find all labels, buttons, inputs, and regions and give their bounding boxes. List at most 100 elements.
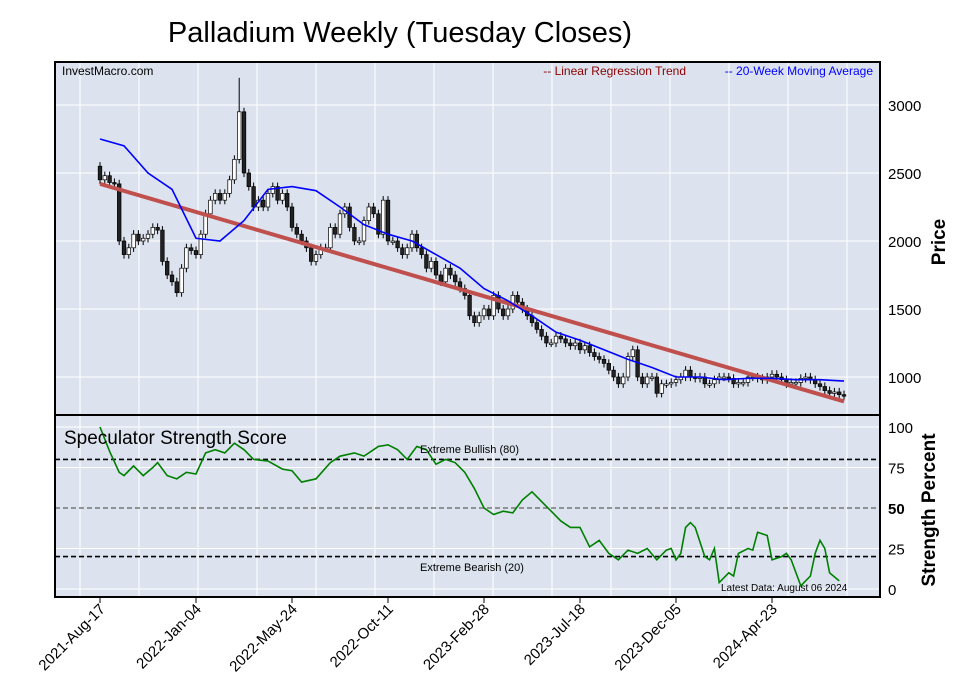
candle-down bbox=[453, 274, 458, 283]
price-panel-bg bbox=[55, 62, 880, 415]
candle-down bbox=[241, 111, 247, 174]
candle-up bbox=[649, 376, 655, 379]
candle-up bbox=[745, 376, 751, 383]
candle-down bbox=[333, 227, 338, 235]
candle-up bbox=[179, 267, 184, 294]
candle-down bbox=[822, 386, 827, 391]
candle-down bbox=[294, 227, 299, 235]
candle-up bbox=[126, 247, 131, 255]
candle-up bbox=[145, 233, 151, 239]
x-tick-label: 2022-Oct-11 bbox=[327, 601, 397, 671]
strength-panel-frame bbox=[54, 414, 881, 598]
candle-down bbox=[568, 342, 573, 347]
candle-up bbox=[664, 383, 669, 386]
candle-down bbox=[189, 247, 194, 251]
candle-down bbox=[121, 240, 127, 255]
candle-up bbox=[337, 213, 343, 235]
candle-up bbox=[357, 240, 362, 243]
candle-down bbox=[385, 199, 391, 242]
candle-down bbox=[275, 186, 280, 201]
candle-up bbox=[721, 376, 727, 379]
candle-down bbox=[611, 369, 616, 378]
candle-up bbox=[573, 342, 578, 347]
candle-down bbox=[472, 315, 477, 323]
source-label: InvestMacro.com bbox=[62, 64, 153, 78]
candle-down bbox=[376, 213, 381, 235]
price-tick-label: 1500 bbox=[888, 302, 921, 319]
candle-down bbox=[261, 199, 266, 208]
candle-up bbox=[150, 227, 155, 235]
candle-down bbox=[501, 308, 506, 317]
candle-down bbox=[251, 186, 256, 208]
x-tick-label: 2022-May-24 bbox=[226, 601, 301, 676]
candle-up bbox=[621, 376, 626, 385]
candle-down bbox=[165, 261, 170, 276]
candle-down bbox=[160, 229, 165, 262]
latest-data-label: Latest Data: August 06 2024 bbox=[721, 583, 848, 594]
candle-up bbox=[184, 247, 189, 269]
candle-down bbox=[539, 329, 544, 337]
candle-up bbox=[741, 382, 746, 385]
candle-up bbox=[789, 382, 794, 385]
candle-down bbox=[640, 376, 645, 385]
bullish-label: Extreme Bullish (80) bbox=[420, 444, 519, 456]
strength-tick-label: 75 bbox=[888, 461, 905, 478]
candle-down bbox=[654, 376, 659, 394]
candle-up bbox=[683, 369, 688, 378]
strength-tick-label: 0 bbox=[888, 582, 896, 599]
candle-up bbox=[328, 227, 333, 249]
candle-up bbox=[505, 308, 511, 317]
candle-up bbox=[803, 376, 808, 379]
price-tick-label: 3000 bbox=[888, 98, 921, 115]
candle-down bbox=[155, 227, 160, 231]
candle-up bbox=[366, 206, 371, 221]
candle-up bbox=[390, 240, 395, 243]
candle-down bbox=[597, 356, 602, 360]
candle-up bbox=[736, 382, 741, 385]
candle-down bbox=[217, 193, 223, 201]
candle-down bbox=[371, 206, 376, 215]
candle-down bbox=[827, 390, 832, 394]
candle-down bbox=[563, 338, 568, 344]
candle-down bbox=[246, 172, 251, 187]
candle-down bbox=[515, 295, 520, 303]
candle-down bbox=[433, 261, 439, 276]
candle-down bbox=[841, 394, 847, 397]
bearish-label: Extreme Bearish (20) bbox=[420, 562, 524, 574]
candle-up bbox=[270, 186, 275, 194]
candle-down bbox=[424, 254, 429, 269]
candle-up bbox=[232, 159, 237, 181]
candle-up bbox=[659, 383, 664, 394]
x-tick-label: 2023-Feb-28 bbox=[420, 601, 493, 674]
candle-up bbox=[198, 233, 203, 255]
candle-down bbox=[400, 247, 405, 255]
candle-down bbox=[731, 378, 736, 385]
strength-line bbox=[99, 426, 840, 588]
candle-down bbox=[285, 193, 290, 208]
candle-up bbox=[131, 233, 136, 249]
candle-down bbox=[107, 175, 112, 183]
candle-down bbox=[448, 267, 453, 276]
candle-down bbox=[837, 391, 842, 396]
strength-panel-bg bbox=[55, 415, 880, 597]
candle-down bbox=[534, 322, 539, 330]
candle-down bbox=[174, 281, 179, 294]
price-axis-label: Price bbox=[929, 219, 950, 265]
strength-axis-label: Strength Percent bbox=[919, 433, 940, 587]
candle-up bbox=[491, 295, 496, 317]
candle-up bbox=[549, 342, 554, 345]
candle-up bbox=[227, 179, 232, 194]
candle-up bbox=[582, 345, 587, 351]
candle-down bbox=[117, 183, 122, 242]
candle-down bbox=[347, 206, 352, 228]
price-tick-label: 2000 bbox=[888, 234, 921, 251]
candle-up bbox=[793, 382, 799, 385]
candle-up bbox=[630, 349, 635, 357]
price-tick-label: 1000 bbox=[888, 370, 921, 387]
price-plot bbox=[97, 77, 847, 404]
candle-up bbox=[405, 247, 410, 255]
candle-up bbox=[429, 261, 434, 269]
candle-down bbox=[577, 342, 583, 351]
candle-down bbox=[309, 247, 314, 262]
